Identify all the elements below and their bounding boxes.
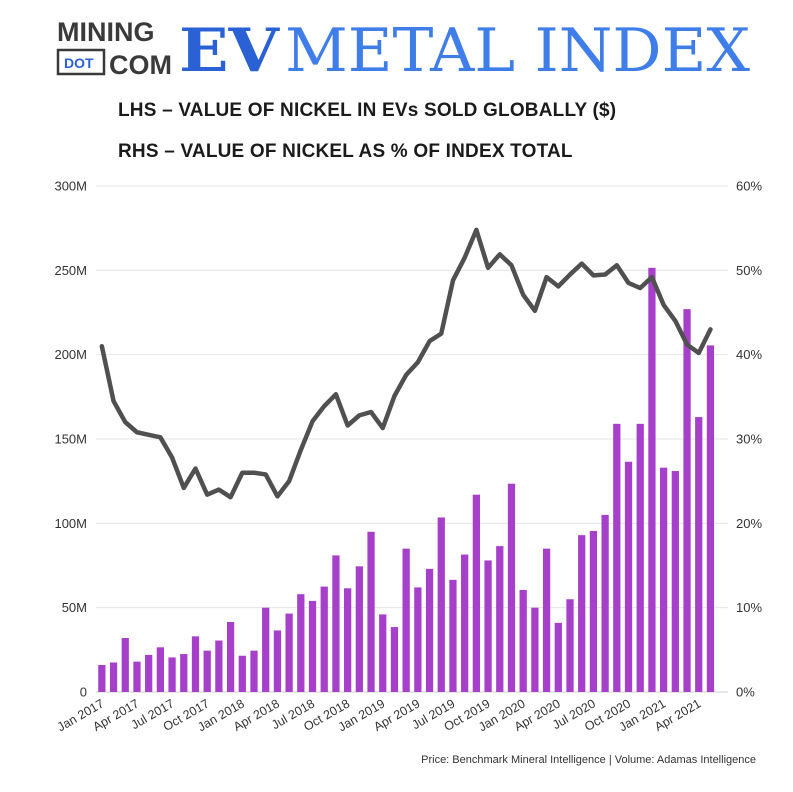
bar [156,647,164,692]
left-tick-label: 150M [54,432,87,447]
bar [624,461,633,692]
bar [168,657,176,692]
bar [355,566,363,692]
bar [601,514,609,692]
right-tick-label: 60% [736,179,762,194]
logo-dot-text: DOT [64,55,94,71]
right-tick-label: 10% [736,600,762,615]
bar [507,483,516,692]
bar [226,622,235,692]
bar [648,267,656,692]
bar [238,655,246,692]
bar [367,531,375,692]
line-series [99,227,713,500]
bar [671,471,679,692]
logo-dot-box [56,48,106,76]
bar [250,650,258,692]
nickel-value-chart: 0 50M 100M 150M 200M 250M 300M 0% 10% 20% 30% 40% 5… [54,179,762,735]
bar [109,662,118,692]
left-tick-label: 200M [54,347,87,362]
right-tick-label: 30% [736,432,762,447]
bar [379,614,387,692]
left-tick-label: 50M [62,600,87,615]
logo-ev-text: EV [179,16,281,84]
bar [437,517,445,692]
right-tick-label: 50% [736,263,762,278]
bar [121,638,129,692]
left-tick-label: 300M [54,179,87,194]
bar [695,417,703,692]
bar [180,654,188,692]
logo-mining-text: MINING [57,17,155,47]
bar [203,650,211,692]
bar [589,530,598,692]
right-tick-label: 40% [736,347,762,362]
miningdotcom-ev-metal-index-logo: MINING DOT COM EV METAL INDEX [56,16,750,84]
right-tick-label: 0% [736,685,755,700]
subtitle-lhs: LHS – VALUE OF NICKEL IN EVs SOLD GLOBAL… [118,100,617,121]
right-tick-label: 20% [736,516,762,531]
bar [332,555,340,692]
left-tick-label: 100M [54,516,87,531]
bar [191,636,200,692]
bar [98,665,106,692]
bar [320,586,328,692]
bar [425,568,434,692]
bar [402,548,410,692]
gridlines [96,185,728,693]
bar-series [98,267,715,692]
bar [542,548,551,692]
left-tick-label: 250M [54,263,87,278]
bar [660,467,668,692]
bar [484,560,492,692]
subtitle-rhs: RHS – VALUE OF NICKEL AS % OF INDEX TOTA… [118,141,573,162]
bar [262,607,270,692]
bar [706,345,715,692]
bar [461,554,469,692]
bar [133,661,141,692]
bar [297,594,305,692]
bar [472,494,480,692]
bar [414,587,422,692]
bar [613,423,621,692]
source-note: Price: Benchmark Mineral Intelligence | … [421,754,756,766]
bar [531,607,539,692]
bar [215,640,223,692]
left-tick-label: 0 [80,685,87,700]
bar [519,589,527,692]
bar [308,600,317,692]
bar [285,613,293,692]
bar [344,588,352,692]
bar [390,627,399,692]
bar [273,630,282,692]
right-axis: 0% 10% 20% 30% 40% 50% 60% [736,179,762,700]
bar [636,423,644,692]
bar [554,622,562,692]
left-axis: 0 50M 100M 150M 200M 250M 300M [54,179,87,700]
bar [496,546,504,692]
logo-metal-index-text: METAL INDEX [285,16,750,84]
bar [578,535,586,692]
bar [449,579,457,692]
bar [566,599,574,692]
bar [145,654,153,692]
bar [683,309,691,692]
logo-com-text: COM [109,50,172,80]
